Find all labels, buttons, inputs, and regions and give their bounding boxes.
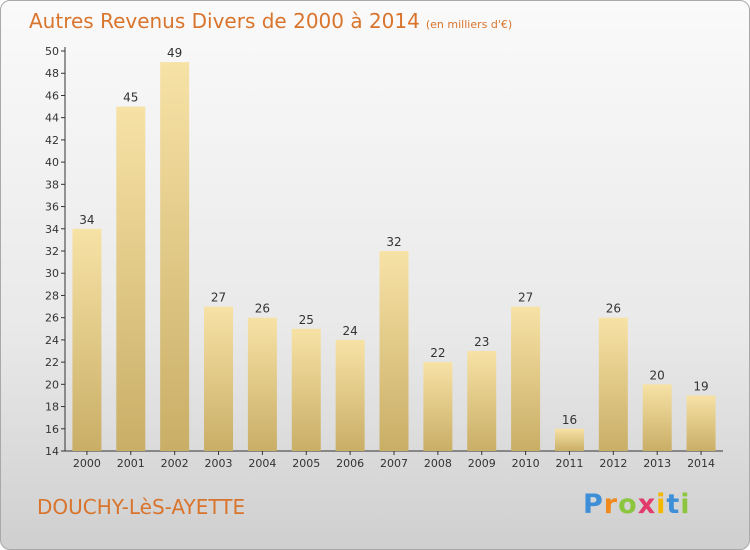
y-tick-label: 32 — [45, 245, 59, 258]
bar — [511, 306, 541, 451]
bar — [642, 384, 672, 451]
bar-value-label: 19 — [693, 379, 708, 393]
bar — [160, 62, 190, 451]
chart-header: Autres Revenus Divers de 2000 à 2014 (en … — [29, 9, 512, 33]
y-tick-label: 40 — [45, 156, 59, 169]
bar — [467, 351, 497, 451]
bar-value-label: 26 — [255, 302, 270, 316]
bar-value-label: 27 — [211, 291, 226, 305]
bar-value-label: 32 — [386, 235, 401, 249]
bar — [291, 328, 321, 451]
logo-letter: i — [680, 489, 691, 520]
bar — [554, 428, 584, 451]
y-tick-label: 44 — [45, 112, 59, 125]
x-tick-label: 2009 — [468, 457, 496, 470]
bar-value-label: 23 — [474, 335, 489, 349]
y-tick-label: 20 — [45, 378, 59, 391]
bar — [116, 106, 146, 452]
x-tick-label: 2012 — [599, 457, 627, 470]
bar — [379, 251, 409, 451]
y-tick-label: 34 — [45, 223, 59, 236]
bar — [204, 306, 234, 451]
x-tick-label: 2006 — [336, 457, 364, 470]
logo-letter: r — [603, 489, 619, 520]
logo-letter: x — [637, 489, 657, 520]
x-tick-label: 2011 — [555, 457, 583, 470]
x-tick-label: 2001 — [117, 457, 145, 470]
x-tick-label: 2004 — [248, 457, 276, 470]
logo-letter: i — [656, 489, 667, 520]
x-tick-label: 2007 — [380, 457, 408, 470]
y-tick-label: 50 — [45, 45, 59, 58]
x-tick-label: 2000 — [73, 457, 101, 470]
bar — [335, 339, 365, 451]
bar-value-label: 22 — [430, 346, 445, 360]
y-tick-label: 22 — [45, 356, 59, 369]
chart-title: Autres Revenus Divers de 2000 à 2014 — [29, 9, 420, 33]
bar-value-label: 45 — [123, 91, 138, 105]
y-tick-label: 18 — [45, 401, 59, 414]
y-tick-label: 16 — [45, 423, 59, 436]
bar-value-label: 26 — [606, 302, 621, 316]
y-tick-label: 14 — [45, 445, 59, 458]
x-tick-label: 2008 — [424, 457, 452, 470]
x-tick-label: 2002 — [161, 457, 189, 470]
bar-value-label: 34 — [79, 213, 94, 227]
bar-value-label: 27 — [518, 291, 533, 305]
y-tick-label: 28 — [45, 289, 59, 302]
bar-value-label: 16 — [562, 413, 577, 427]
y-tick-label: 46 — [45, 89, 59, 102]
y-tick-label: 36 — [45, 201, 59, 214]
location-label: DOUCHY-LèS-AYETTE — [37, 495, 246, 519]
logo-letter: t — [666, 489, 681, 520]
bar-value-label: 24 — [342, 324, 357, 338]
y-tick-label: 30 — [45, 267, 59, 280]
axes: 14 16 18 20 22 24 26 28 30 32 34 36 38 40 42 44 46 48 50 20… — [45, 45, 723, 470]
bars: 34 45 49 27 26 25 24 32 22 23 27 16 26 20 19 — [72, 46, 716, 452]
bar — [686, 395, 716, 451]
y-tick-label: 24 — [45, 334, 59, 347]
bar — [72, 228, 102, 451]
x-tick-label: 2003 — [205, 457, 233, 470]
y-tick-label: 42 — [45, 134, 59, 147]
y-tick-label: 26 — [45, 312, 59, 325]
bar-value-label: 25 — [299, 313, 314, 327]
y-tick-label: 48 — [45, 67, 59, 80]
bar-value-label: 49 — [167, 46, 182, 60]
logo-letter: o — [618, 489, 638, 520]
x-tick-label: 2010 — [512, 457, 540, 470]
bar — [598, 317, 628, 451]
x-tick-label: 2013 — [643, 457, 671, 470]
bar — [423, 362, 453, 451]
bar — [247, 317, 277, 451]
chart-subtitle: (en milliers d'€) — [425, 18, 513, 31]
bar-value-label: 20 — [650, 368, 665, 382]
x-tick-label: 2014 — [687, 457, 715, 470]
proxiti-logo[interactable]: Proxiti — [583, 489, 691, 520]
logo-letter: P — [583, 489, 604, 520]
y-tick-label: 38 — [45, 178, 59, 191]
x-tick-label: 2005 — [292, 457, 320, 470]
